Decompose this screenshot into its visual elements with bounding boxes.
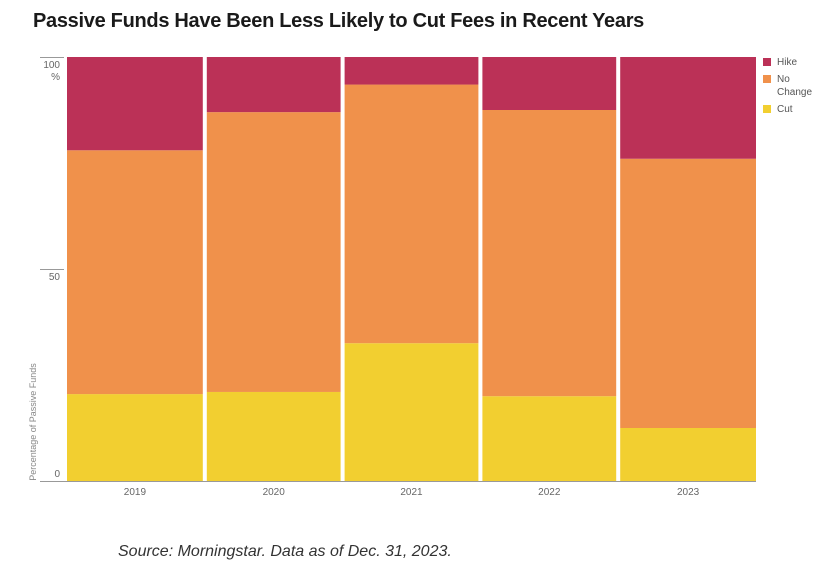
legend-swatch bbox=[763, 58, 771, 66]
y-tick-label: 100 bbox=[43, 60, 60, 71]
bar-segment-no-change-2021 bbox=[344, 84, 479, 344]
x-tick-label: 2021 bbox=[400, 487, 423, 498]
bar-segment-hike-2022 bbox=[482, 57, 617, 110]
y-axis-label: Percentage of Passive Funds bbox=[28, 363, 38, 481]
bar-segment-no-change-2020 bbox=[206, 112, 341, 392]
x-axis: 2019 2020 2021 2022 2023 bbox=[124, 487, 700, 498]
bar-segment-cut-2021 bbox=[344, 343, 479, 481]
x-tick-label: 2020 bbox=[263, 487, 286, 498]
bars-group bbox=[67, 57, 756, 481]
legend-label: Hike bbox=[777, 57, 798, 68]
bar-segment-hike-2023 bbox=[620, 57, 756, 159]
legend-label: Cut bbox=[777, 104, 793, 115]
x-tick-label: 2019 bbox=[124, 487, 147, 498]
y-axis: 0 50 100% bbox=[40, 57, 756, 482]
bar-segment-hike-2019 bbox=[67, 57, 203, 151]
legend-item-cut: Cut bbox=[763, 103, 827, 116]
bar-segment-no-change-2019 bbox=[67, 150, 203, 395]
bar-segment-cut-2023 bbox=[620, 428, 756, 481]
chart-title: Passive Funds Have Been Less Likely to C… bbox=[33, 10, 645, 32]
bar-segment-hike-2021 bbox=[344, 57, 479, 85]
x-tick-label: 2022 bbox=[538, 487, 561, 498]
y-tick-label: 50 bbox=[49, 272, 61, 283]
y-tick-label: 0 bbox=[54, 469, 60, 480]
legend-label: No Change bbox=[777, 74, 813, 98]
bar-segment-cut-2022 bbox=[482, 396, 617, 481]
bar-segment-no-change-2022 bbox=[482, 110, 617, 397]
bar-segment-cut-2019 bbox=[67, 394, 203, 481]
bar-segment-no-change-2023 bbox=[620, 158, 756, 428]
legend-swatch bbox=[763, 75, 771, 83]
x-tick-label: 2023 bbox=[677, 487, 700, 498]
bar-segment-hike-2020 bbox=[206, 57, 341, 113]
bar-segment-cut-2020 bbox=[206, 391, 341, 481]
legend-item-hike: Hike bbox=[763, 56, 827, 69]
legend-item-no-change: No Change bbox=[763, 73, 827, 99]
y-unit-label: % bbox=[51, 72, 60, 83]
legend: Hike No Change Cut bbox=[763, 56, 827, 120]
source-note: Source: Morningstar. Data as of Dec. 31,… bbox=[118, 543, 452, 560]
legend-swatch bbox=[763, 105, 771, 113]
